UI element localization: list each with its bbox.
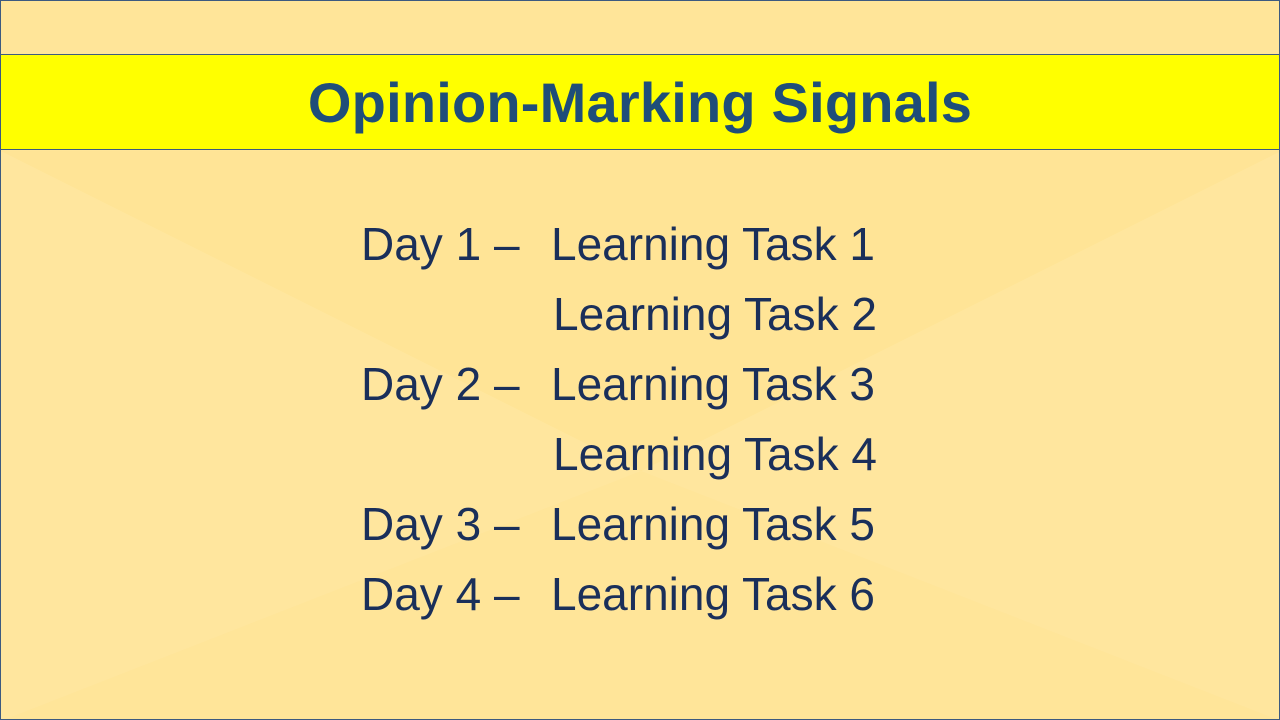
- agenda-task-label: Learning Task 2: [553, 288, 877, 340]
- agenda-task-label: Learning Task 1: [551, 218, 875, 270]
- agenda-day-label: Day 3 –: [361, 498, 520, 550]
- slide-title: Opinion-Marking Signals: [307, 71, 973, 134]
- agenda-row: Day 4 – Learning Task 6: [361, 559, 961, 629]
- agenda-list: Day 1 – Learning Task 1 Learning Task 2 …: [361, 209, 961, 629]
- agenda-task-label: Learning Task 3: [551, 358, 875, 410]
- title-bar: Opinion-Marking Signals: [1, 54, 1279, 150]
- agenda-day-label: Day 1 –: [361, 218, 520, 270]
- agenda-row: Learning Task 4: [361, 419, 961, 489]
- agenda-row: Day 3 – Learning Task 5: [361, 489, 961, 559]
- agenda-task-label: Learning Task 6: [551, 568, 875, 620]
- agenda-row: Day 2 – Learning Task 3: [361, 349, 961, 419]
- agenda-row: Learning Task 2: [361, 279, 961, 349]
- agenda-task-label: Learning Task 5: [551, 498, 875, 550]
- agenda-task-label: Learning Task 4: [553, 428, 877, 480]
- agenda-row: Day 1 – Learning Task 1: [361, 209, 961, 279]
- agenda-day-label: Day 4 –: [361, 568, 520, 620]
- agenda-day-label: Day 2 –: [361, 358, 520, 410]
